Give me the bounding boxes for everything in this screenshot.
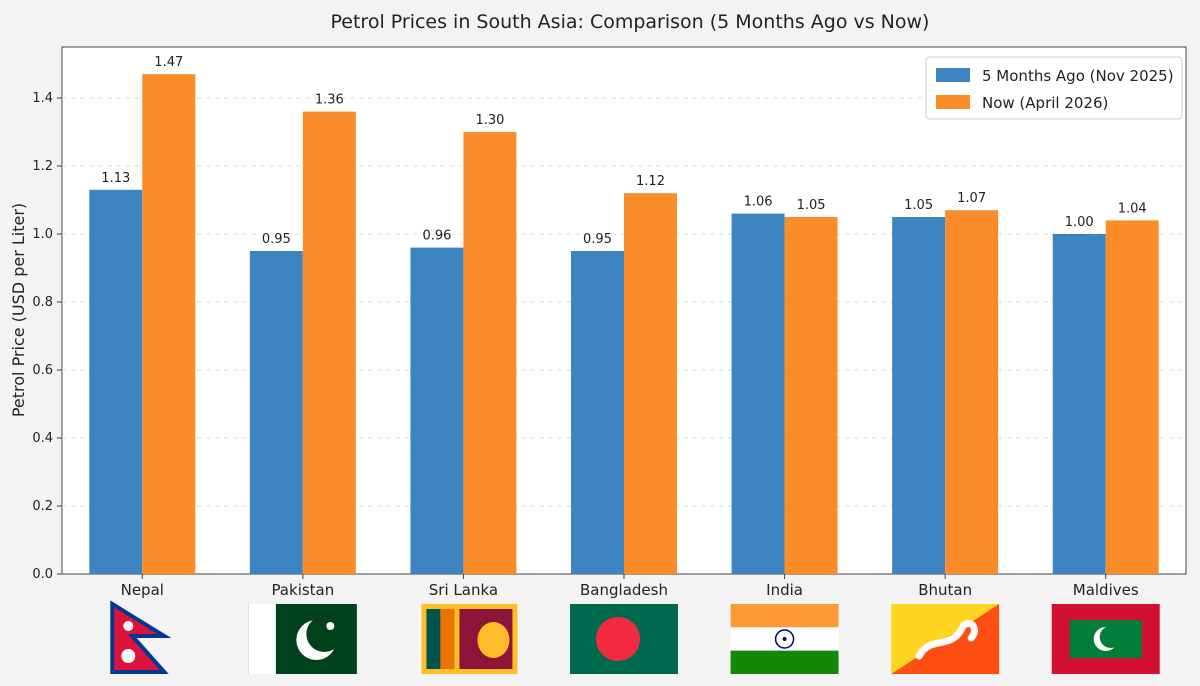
y-tick-label: 0.0 [32, 567, 53, 582]
data-label: 1.30 [475, 113, 504, 128]
category-label: Bhutan [918, 581, 972, 599]
bar-series-1 [731, 213, 785, 574]
data-label: 0.95 [583, 232, 612, 247]
data-label: 1.00 [1065, 215, 1094, 230]
pakistan-flag-icon [248, 604, 357, 674]
y-tick-label: 0.2 [32, 499, 53, 514]
category-label: Sri Lanka [429, 581, 498, 599]
bar-series-2 [302, 111, 356, 574]
bar-series-1 [892, 217, 946, 574]
data-label: 0.96 [422, 229, 451, 244]
data-label: 1.05 [904, 198, 933, 213]
bar-series-2 [1105, 220, 1159, 574]
bangladesh-flag-icon [570, 604, 678, 674]
data-label: 1.04 [1118, 201, 1147, 216]
data-label: 1.47 [154, 55, 183, 70]
data-label: 0.95 [262, 232, 291, 247]
y-tick-label: 0.6 [32, 363, 53, 378]
legend-swatch-series-2 [936, 95, 970, 109]
data-label: 1.06 [744, 195, 773, 210]
bar-series-1 [89, 189, 143, 575]
bar-series-2 [784, 217, 838, 574]
bar-series-2 [945, 210, 999, 574]
y-axis-label: Petrol Price (USD per Liter) [9, 203, 28, 417]
category-label: Bangladesh [580, 581, 668, 599]
nepal-flag-icon [110, 600, 172, 674]
data-labels: 1.13 1.47 0.95 1.36 0.96 1.30 0.95 1.12 1.06 1.05… [101, 55, 1146, 247]
y-tick-label: 0.8 [32, 295, 53, 310]
bar-series-1 [410, 247, 464, 574]
data-label: 1.07 [957, 191, 986, 206]
bar-series-1 [249, 251, 303, 574]
bar-series-2 [463, 132, 517, 574]
data-label: 1.05 [797, 198, 826, 213]
y-tick-label: 1.0 [32, 227, 53, 242]
bhutan-flag-icon [891, 604, 1000, 674]
y-tick-label: 1.4 [32, 91, 53, 106]
y-tick-label: 0.4 [32, 431, 53, 446]
data-label: 1.12 [636, 174, 665, 189]
category-label: Maldives [1073, 581, 1139, 599]
bars [89, 74, 1159, 575]
bar-series-1 [1052, 234, 1106, 574]
maldives-flag-icon [1051, 604, 1160, 674]
legend-swatch-series-1 [936, 68, 970, 82]
flags [110, 600, 1160, 674]
data-label: 1.36 [315, 93, 344, 108]
chart-title: Petrol Prices in South Asia: Comparison … [331, 11, 930, 33]
y-tick-label: 1.2 [32, 159, 53, 174]
india-flag-icon [730, 604, 839, 674]
legend-label-series-1: 5 Months Ago (Nov 2025) [982, 67, 1174, 85]
category-labels: Nepal Pakistan Sri Lanka Bangladesh India Bhu… [121, 574, 1139, 599]
legend: 5 Months Ago (Nov 2025) Now (April 2026) [925, 56, 1183, 120]
legend-box [925, 56, 1183, 120]
y-axis-ticks: 0.0 0.2 0.4 0.6 0.8 1.0 1.2 1.4 [32, 91, 62, 582]
category-label: Pakistan [271, 581, 334, 599]
legend-label-series-2: Now (April 2026) [982, 94, 1108, 112]
bar-series-2 [624, 193, 677, 574]
bar-series-1 [571, 251, 624, 574]
category-label: Nepal [121, 581, 164, 599]
data-label: 1.13 [101, 171, 130, 186]
category-label: India [766, 581, 803, 599]
sri-lanka-flag-icon [421, 604, 518, 674]
bar-series-2 [142, 74, 196, 574]
